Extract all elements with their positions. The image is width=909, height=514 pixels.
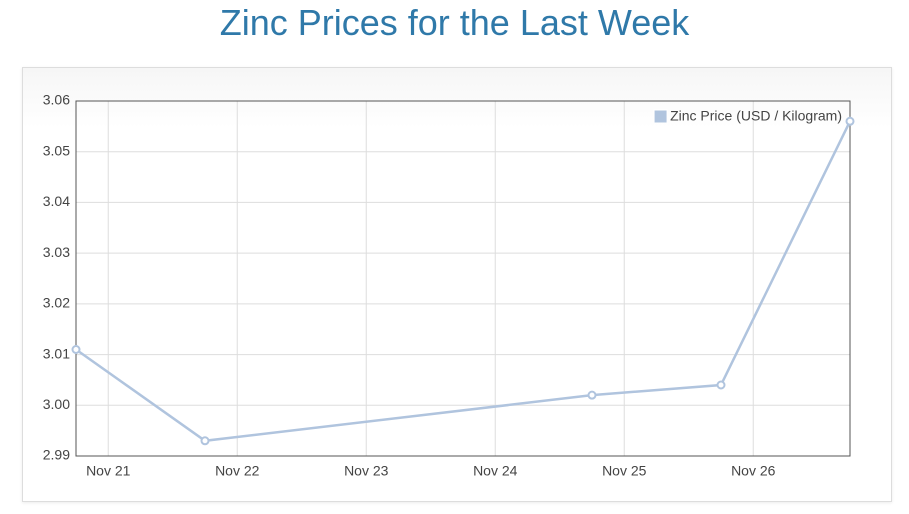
y-tick-label: 3.00 [43,396,70,412]
y-tick-label: 3.03 [43,244,70,260]
data-point [71,345,81,354]
y-tick-label: 3.04 [43,193,70,209]
y-tick-label: 3.05 [43,142,70,158]
data-point [587,390,597,400]
data-point [716,380,726,390]
x-tick-label: Nov 24 [473,463,518,479]
x-tick-label: Nov 25 [602,463,647,479]
x-tick-label: Nov 22 [215,463,260,479]
x-tick-label: Nov 23 [344,463,389,479]
series-line [75,120,852,443]
legend-swatch [653,109,668,124]
x-tick-label: Nov 21 [86,463,131,479]
chart-panel [22,67,892,502]
y-tick-label: 3.01 [43,345,70,361]
chart-title: Zinc Prices for the Last Week [219,2,690,43]
plot-border [75,100,851,457]
legend-label: Zinc Price (USD / Kilogram) [670,108,842,124]
data-point [845,116,855,126]
legend: Zinc Price (USD / Kilogram) [653,108,842,124]
y-tick-label: 3.06 [43,92,70,108]
x-tick-label: Nov 26 [731,463,776,479]
y-tick-label: 3.02 [43,295,70,311]
data-point [200,436,210,446]
y-tick-label: 2.99 [43,447,70,463]
